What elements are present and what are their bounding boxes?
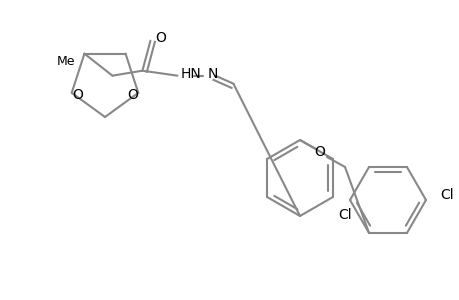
Text: HN: HN xyxy=(180,67,201,81)
Text: O: O xyxy=(155,31,166,45)
Text: Me: Me xyxy=(57,55,76,68)
Text: O: O xyxy=(314,145,325,159)
Text: O: O xyxy=(127,88,137,102)
Text: Cl: Cl xyxy=(439,188,453,202)
Text: N: N xyxy=(207,67,217,81)
Text: Cl: Cl xyxy=(337,208,351,222)
Text: O: O xyxy=(72,88,83,102)
